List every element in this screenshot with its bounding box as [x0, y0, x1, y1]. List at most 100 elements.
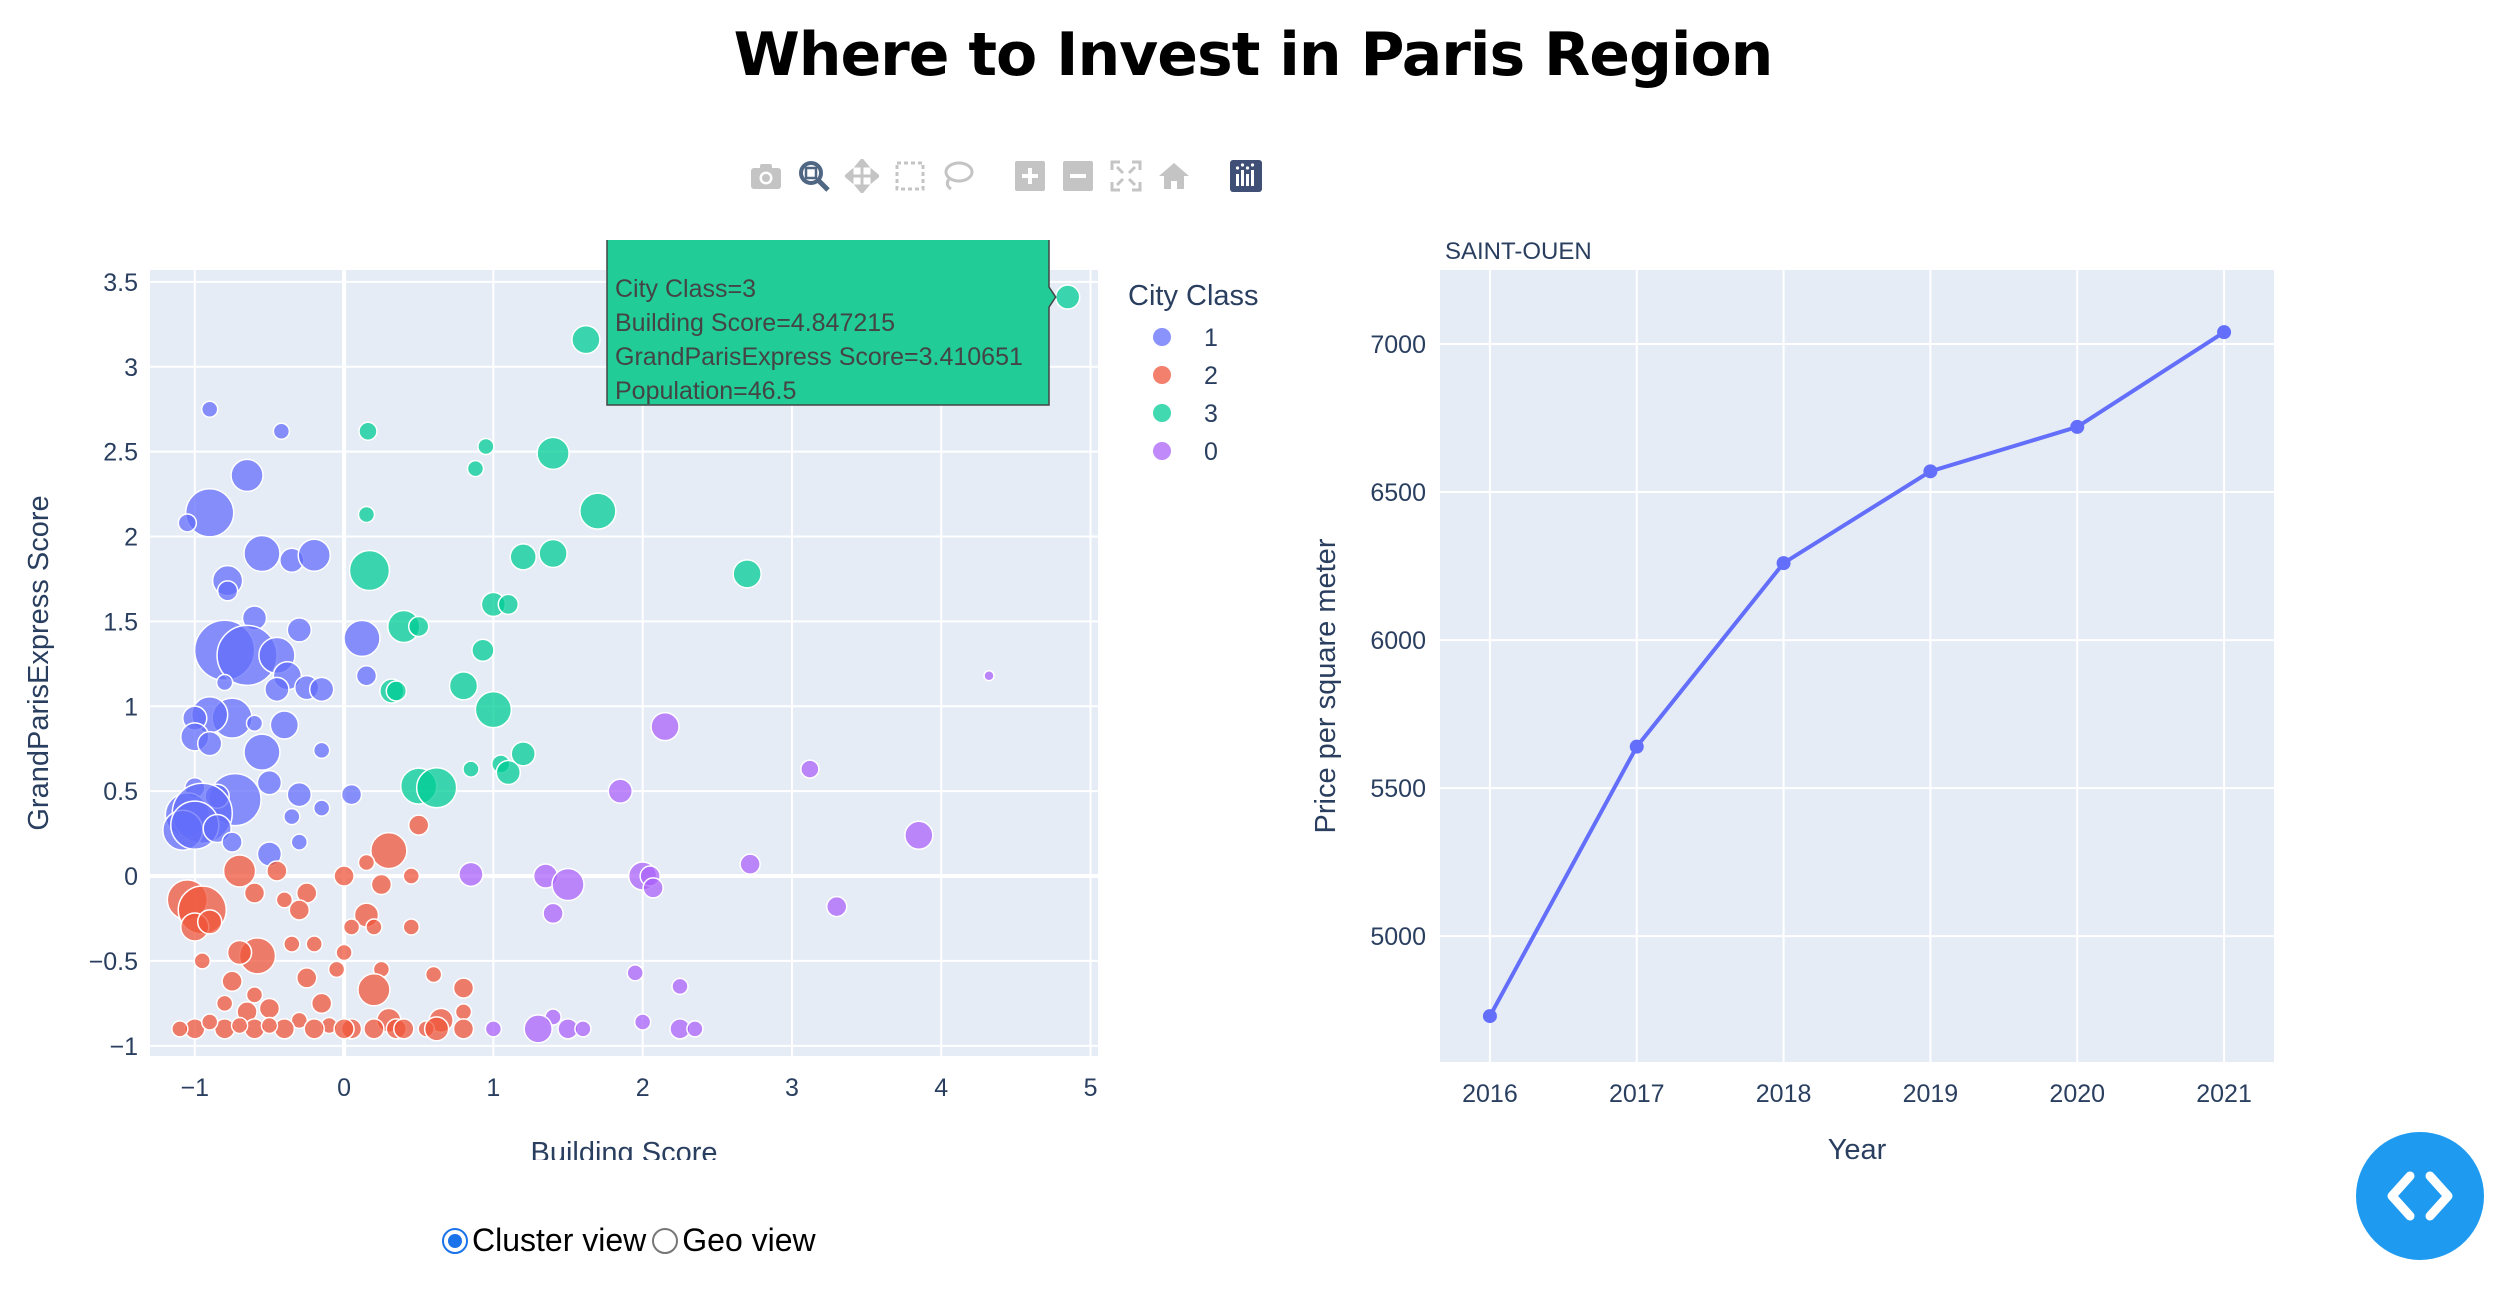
scatter-point[interactable]: [626, 964, 644, 982]
scatter-point[interactable]: [393, 1018, 415, 1040]
scatter-point[interactable]: [474, 690, 513, 729]
legend-marker[interactable]: [1153, 404, 1171, 422]
scatter-point[interactable]: [216, 580, 239, 602]
scatter-point[interactable]: [454, 1003, 473, 1021]
scatter-point[interactable]: [536, 436, 570, 471]
legend-marker[interactable]: [1153, 328, 1171, 346]
scatter-point[interactable]: [221, 831, 243, 853]
autoscale-icon[interactable]: [1102, 152, 1150, 200]
scatter-point[interactable]: [230, 458, 264, 493]
scatter-point[interactable]: [200, 1013, 219, 1031]
scatter-point[interactable]: [343, 619, 381, 658]
price-point[interactable]: [1776, 556, 1791, 571]
scatter-point[interactable]: [288, 899, 311, 921]
scatter-point[interactable]: [542, 902, 564, 925]
scatter-point[interactable]: [230, 1016, 249, 1035]
scatter-point[interactable]: [825, 895, 848, 918]
scatter-point[interactable]: [269, 710, 300, 740]
scatter-point[interactable]: [732, 559, 762, 589]
cluster-view-option[interactable]: Cluster view: [442, 1222, 646, 1259]
scatter-point[interactable]: [333, 865, 355, 887]
scatter-point[interactable]: [348, 549, 391, 592]
scatter-point[interactable]: [407, 814, 430, 836]
scatter-point[interactable]: [196, 909, 223, 935]
scatter-point[interactable]: [256, 769, 283, 796]
scatter-point[interactable]: [357, 853, 376, 872]
pan-icon[interactable]: [838, 152, 886, 200]
scatter-point[interactable]: [551, 867, 585, 902]
reset-axes-icon[interactable]: [1150, 152, 1198, 200]
scatter-point[interactable]: [171, 1020, 189, 1038]
zoom-icon[interactable]: [790, 152, 838, 200]
scatter-point[interactable]: [579, 492, 617, 530]
scatter-point[interactable]: [574, 1020, 592, 1038]
scatter-point[interactable]: [538, 538, 568, 569]
scatter-point[interactable]: [221, 970, 243, 993]
scatter-point[interactable]: [333, 1018, 355, 1040]
scatter-point[interactable]: [466, 459, 485, 478]
scatter-point[interactable]: [462, 760, 480, 778]
scatter-point[interactable]: [342, 918, 361, 936]
scatter-point[interactable]: [495, 759, 522, 786]
scatter-point[interactable]: [739, 853, 761, 875]
price-point[interactable]: [2217, 325, 2232, 340]
zoom-in-icon[interactable]: [1006, 152, 1054, 200]
code-toggle-button[interactable]: [2356, 1132, 2484, 1260]
scatter-point[interactable]: [310, 992, 333, 1015]
scatter-point[interactable]: [184, 488, 235, 538]
scatter-point[interactable]: [458, 861, 484, 888]
scatter-point[interactable]: [266, 860, 288, 882]
box-select-icon[interactable]: [886, 152, 934, 200]
scatter-point[interactable]: [402, 867, 421, 885]
scatter-point[interactable]: [477, 437, 495, 456]
scatter-point[interactable]: [296, 967, 318, 989]
scatter-point[interactable]: [415, 767, 458, 809]
scatter-point[interactable]: [642, 877, 664, 899]
scatter-point[interactable]: [260, 1016, 279, 1035]
scatter-point[interactable]: [509, 543, 537, 571]
scatter-point[interactable]: [370, 873, 393, 896]
scatter-point[interactable]: [607, 778, 634, 804]
scatter-point[interactable]: [497, 593, 520, 616]
cluster-view-radio[interactable]: [442, 1227, 468, 1254]
scatter-point[interactable]: [402, 918, 421, 936]
scatter-point[interactable]: [312, 799, 331, 817]
scatter-point[interactable]: [370, 831, 408, 870]
legend-marker[interactable]: [1153, 366, 1171, 384]
scatter-point[interactable]: [571, 324, 601, 355]
scatter-point[interactable]: [215, 673, 234, 692]
scatter-point[interactable]: [283, 807, 301, 826]
scatter-point[interactable]: [423, 1016, 450, 1042]
scatter-point[interactable]: [452, 1018, 475, 1040]
price-point[interactable]: [1629, 739, 1644, 754]
scatter-point[interactable]: [290, 833, 309, 851]
scatter-point[interactable]: [258, 997, 281, 1020]
scatter-point[interactable]: [471, 638, 495, 663]
geo-view-option[interactable]: Geo view: [652, 1222, 816, 1259]
scatter-point[interactable]: [200, 400, 219, 418]
scatter-point[interactable]: [365, 918, 383, 936]
scatter-point[interactable]: [523, 1014, 553, 1044]
scatter-point[interactable]: [297, 538, 331, 572]
scatter-point[interactable]: [226, 939, 253, 966]
price-point[interactable]: [1482, 1009, 1497, 1024]
legend-marker[interactable]: [1153, 442, 1171, 460]
scatter-point[interactable]: [243, 534, 281, 573]
scatter-point[interactable]: [448, 671, 479, 701]
scatter-point[interactable]: [305, 935, 323, 953]
scatter-point[interactable]: [357, 973, 391, 1007]
scatter-point[interactable]: [650, 711, 680, 742]
scatter-point[interactable]: [357, 505, 376, 524]
scatter-point[interactable]: [424, 965, 443, 984]
scatter-point[interactable]: [222, 854, 257, 888]
scatter-point[interactable]: [215, 994, 234, 1013]
scatter-point[interactable]: [286, 617, 313, 643]
scatter-point[interactable]: [177, 513, 198, 533]
lasso-select-icon[interactable]: [934, 152, 982, 200]
scatter-point[interactable]: [671, 977, 689, 996]
scatter-point[interactable]: [904, 820, 934, 851]
scatter-point[interactable]: [272, 422, 291, 441]
scatter-point[interactable]: [275, 891, 294, 909]
scatter-point[interactable]: [264, 676, 290, 703]
scatter-point[interactable]: [243, 733, 281, 771]
